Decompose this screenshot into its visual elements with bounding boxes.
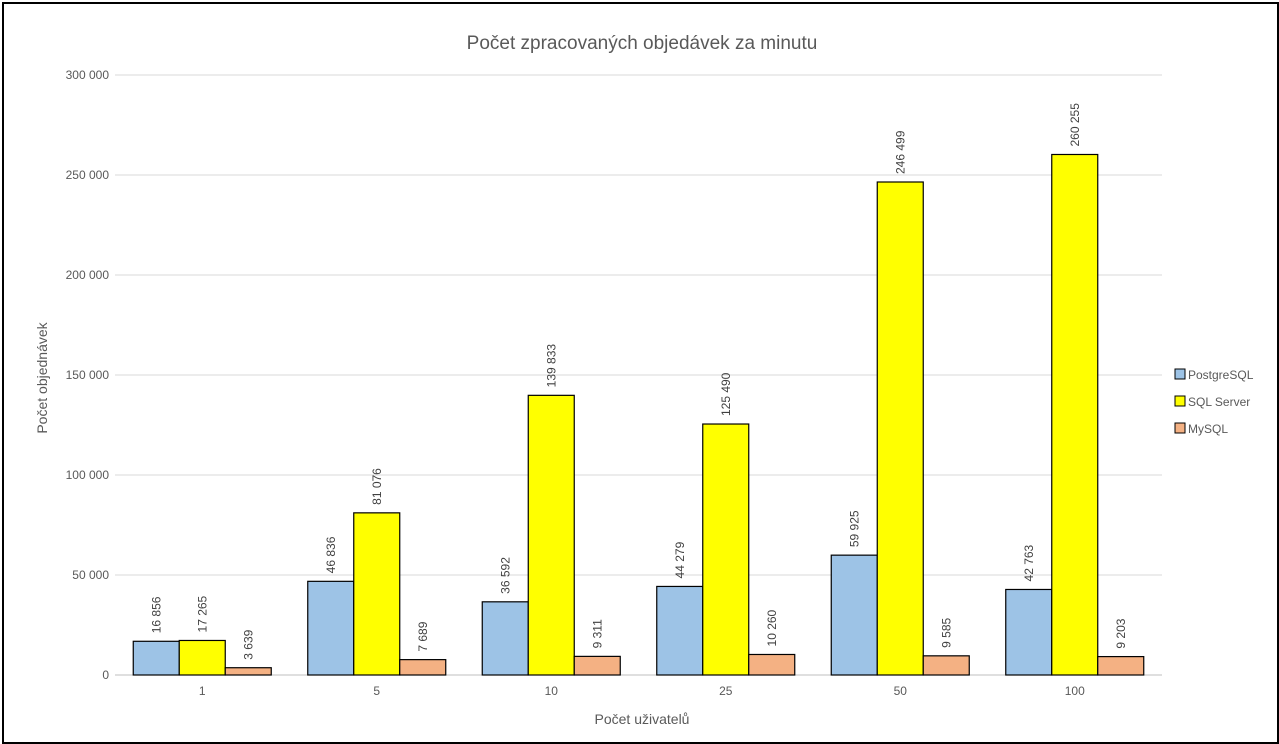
bar: [307, 580, 355, 676]
x-tick-label: 50: [894, 684, 908, 698]
bars: [132, 153, 1145, 676]
y-axis-label: Počet objednávek: [34, 321, 50, 433]
x-tick-label: 1: [199, 684, 206, 698]
x-tick-label: 10: [545, 684, 559, 698]
data-label: 10 260: [765, 609, 779, 646]
data-label: 7 689: [416, 621, 430, 651]
y-tick-label: 0: [102, 668, 109, 682]
y-tick-label: 100 000: [66, 468, 110, 482]
x-tick-label: 5: [373, 684, 380, 698]
x-tick-label: 25: [719, 684, 733, 698]
data-label: 246 499: [893, 130, 907, 174]
y-tick-label: 50 000: [72, 568, 109, 582]
data-label: 42 763: [1022, 544, 1036, 581]
y-tick-label: 200 000: [66, 268, 110, 282]
bar: [178, 639, 226, 676]
x-tick-label: 100: [1065, 684, 1085, 698]
bar: [1005, 588, 1053, 676]
data-label: 36 592: [498, 557, 512, 594]
y-tick-label: 150 000: [66, 368, 110, 382]
data-label: 9 311: [590, 619, 604, 648]
chart: 0 50 000 100 000 150 000 200 000 250 000 300 0…: [34, 33, 1254, 727]
data-label: 46 836: [324, 536, 338, 573]
gridlines: [115, 74, 1162, 676]
chart-title: Počet zpracovaných objedávek za minutu: [467, 33, 818, 54]
bar: [656, 585, 704, 676]
bar: [527, 394, 575, 676]
bar: [1097, 655, 1145, 676]
data-label: 3 639: [241, 629, 255, 659]
legend-label: PostgreSQL: [1188, 368, 1254, 382]
bar: [224, 667, 272, 676]
bar: [830, 554, 878, 676]
bar: [1051, 153, 1099, 676]
bar: [132, 640, 180, 676]
x-axis-label: Počet uživatelů: [595, 711, 690, 727]
legend: PostgreSQL SQL Server MySQL: [1174, 368, 1254, 436]
x-axis-ticks: 1 5 10 25 50 100: [199, 684, 1085, 698]
data-label: 9 203: [1114, 618, 1128, 648]
bar: [481, 601, 529, 676]
data-label: 81 076: [370, 468, 384, 505]
bar: [922, 655, 970, 676]
data-label: 59 925: [847, 510, 861, 547]
data-label: 44 279: [673, 541, 687, 578]
y-tick-label: 300 000: [66, 68, 110, 82]
data-label: 260 255: [1068, 103, 1082, 147]
bar: [748, 653, 796, 676]
bar: [876, 181, 924, 676]
bar: [399, 659, 447, 676]
y-tick-label: 250 000: [66, 168, 110, 182]
data-labels: 16 856 17 265 3 639 46 836 81 076 7 689 36 592…: [149, 103, 1128, 660]
legend-label: SQL Server: [1188, 395, 1250, 409]
data-label: 125 490: [719, 372, 733, 416]
bar: [702, 423, 750, 676]
data-label: 17 265: [195, 595, 209, 632]
bar: [353, 512, 401, 676]
legend-swatch: [1174, 395, 1186, 407]
data-label: 16 856: [149, 596, 163, 633]
legend-label: MySQL: [1188, 422, 1228, 436]
bar: [573, 655, 621, 676]
legend-swatch: [1174, 368, 1186, 380]
data-label: 139 833: [544, 344, 558, 388]
legend-swatch: [1174, 422, 1186, 434]
y-axis-ticks: 0 50 000 100 000 150 000 200 000 250 000 300 0…: [66, 68, 110, 682]
data-label: 9 585: [939, 617, 953, 647]
